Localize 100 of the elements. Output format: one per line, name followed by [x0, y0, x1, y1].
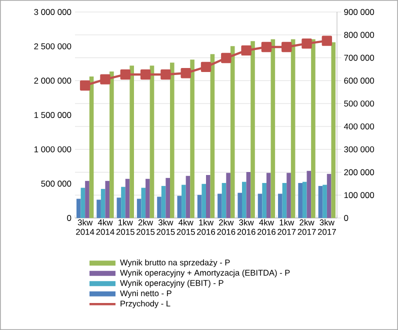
bar — [76, 198, 81, 218]
y2-tick-label: 0 — [344, 215, 348, 221]
x-tick-label: 1kw 2016 — [197, 219, 216, 235]
bar — [170, 62, 174, 218]
bar — [202, 184, 206, 218]
legend-label: Wynik operacyjny (EBIT) - P — [120, 280, 224, 288]
y-tick-label: 2 000 000 — [34, 78, 72, 84]
bar — [258, 194, 262, 218]
bar — [226, 172, 230, 218]
bar — [302, 182, 307, 218]
bar — [242, 182, 246, 218]
bar — [146, 178, 150, 218]
y-tick-label: 0 — [67, 215, 72, 221]
bar — [322, 184, 327, 218]
y2-tick-label: 600 000 — [344, 78, 374, 84]
bar — [218, 194, 222, 218]
bar — [286, 172, 291, 218]
bar — [130, 66, 134, 218]
x-tick-label: 2kw 2015 — [136, 219, 155, 235]
bar — [206, 174, 210, 218]
point — [221, 52, 232, 64]
x-tick-label: 1kw 2017 — [278, 219, 296, 235]
x-tick-label: 4kw 2016 — [257, 219, 276, 235]
bar — [136, 198, 142, 218]
point — [180, 68, 191, 78]
y2-tick-label: 400 000 — [344, 123, 374, 130]
bar — [89, 76, 94, 218]
y2-tick-label: 300 000 — [344, 146, 374, 152]
point — [241, 45, 252, 56]
point — [160, 69, 171, 80]
bar — [238, 192, 242, 218]
point — [120, 69, 130, 80]
bar — [150, 66, 154, 218]
x-tick-label: 2kw 2017 — [298, 219, 316, 235]
point — [200, 62, 212, 72]
bar — [326, 174, 332, 218]
bar — [210, 54, 215, 218]
y-tick-label: 3 000 000 — [34, 9, 72, 15]
bar — [186, 176, 190, 218]
bar — [110, 72, 114, 218]
y2-tick-label: 900 000 — [344, 9, 374, 15]
bar — [262, 182, 266, 218]
bar — [166, 178, 170, 218]
bar — [282, 182, 287, 218]
bar — [190, 60, 194, 218]
bar — [100, 188, 106, 218]
bar — [105, 180, 110, 218]
point — [282, 42, 292, 52]
point — [80, 80, 90, 91]
bar — [85, 180, 90, 218]
x-tick-label: 2kw 2016 — [217, 219, 236, 235]
bar — [116, 198, 122, 218]
y2-tick-label: 800 000 — [344, 32, 374, 38]
bar — [290, 39, 296, 218]
bar — [125, 178, 130, 218]
y2-tick-label: 100 000 — [344, 192, 374, 198]
x-tick-label: 3kw 2017 — [318, 219, 336, 235]
y-tick-label: 1 500 000 — [34, 112, 72, 118]
bar — [182, 184, 186, 218]
y-tick-label: 2 500 000 — [34, 43, 72, 50]
bar — [331, 42, 336, 218]
point — [322, 36, 332, 46]
y-tick-label: 500 000 — [41, 180, 72, 187]
bar — [80, 188, 86, 218]
x-tick-label: 3kw 2015 — [156, 219, 175, 235]
bar — [141, 188, 146, 218]
legend-label: Przychody - L — [120, 300, 170, 308]
bar — [298, 182, 302, 218]
legend-label: Wyni netto - P — [120, 290, 172, 298]
x-tick-label: 3kw 2016 — [237, 219, 256, 235]
legend-label: Wynik brutto na sprzedaży - P — [120, 259, 230, 268]
y2-tick-label: 200 000 — [344, 169, 374, 176]
y-tick-label: 1 000 000 — [34, 146, 72, 152]
point — [140, 69, 151, 80]
bar — [222, 182, 226, 218]
bar — [161, 186, 166, 218]
bar — [197, 194, 202, 218]
bar — [266, 172, 271, 218]
x-tick-label: 4kw 2014 — [96, 219, 114, 235]
point — [100, 74, 110, 84]
bar — [311, 39, 316, 218]
y2-tick-label: 500 000 — [344, 100, 374, 107]
bar — [246, 172, 251, 218]
x-tick-label: 4kw 2015 — [176, 219, 195, 235]
bar — [250, 41, 255, 218]
bar — [157, 196, 162, 218]
bar — [278, 194, 282, 218]
point — [302, 38, 312, 49]
y2-tick-label: 700 000 — [344, 54, 374, 61]
bar — [96, 200, 101, 218]
bar — [318, 186, 323, 218]
bar — [121, 186, 126, 218]
bar — [230, 46, 235, 218]
x-tick-label: 3kw 2014 — [76, 219, 94, 235]
bar — [177, 196, 182, 218]
bar — [306, 170, 312, 218]
legend-label: Wynik operacyjny + Amortyzacja (EBITDA) - P — [120, 270, 290, 278]
bar — [270, 39, 276, 218]
x-tick-label: 1kw 2015 — [116, 219, 134, 235]
point — [261, 42, 272, 52]
